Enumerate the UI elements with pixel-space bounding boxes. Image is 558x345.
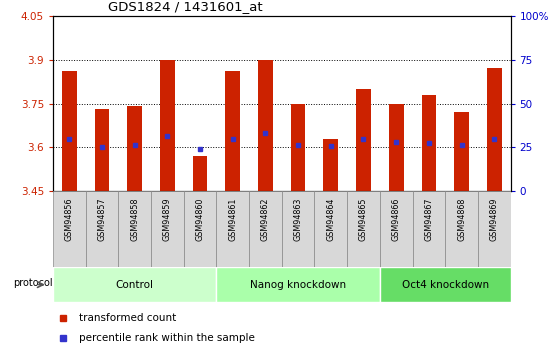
- Bar: [324, 139, 338, 191]
- Text: protocol: protocol: [13, 278, 53, 288]
- Bar: [478, 191, 511, 267]
- Bar: [184, 191, 217, 267]
- Bar: [380, 267, 511, 302]
- Bar: [291, 104, 305, 191]
- Text: GDS1824 / 1431601_at: GDS1824 / 1431601_at: [108, 0, 263, 13]
- Text: GSM94862: GSM94862: [261, 198, 270, 241]
- Bar: [151, 191, 184, 267]
- Bar: [225, 71, 240, 191]
- Bar: [315, 191, 347, 267]
- Bar: [258, 60, 273, 191]
- Bar: [95, 109, 109, 191]
- Bar: [118, 191, 151, 267]
- Text: transformed count: transformed count: [79, 313, 176, 323]
- Bar: [421, 95, 436, 191]
- Bar: [193, 156, 208, 191]
- Text: GSM94861: GSM94861: [228, 198, 237, 241]
- Text: Oct4 knockdown: Oct4 knockdown: [402, 280, 489, 289]
- Bar: [282, 191, 315, 267]
- Bar: [86, 191, 118, 267]
- Bar: [445, 191, 478, 267]
- Bar: [412, 191, 445, 267]
- Text: GSM94869: GSM94869: [490, 198, 499, 241]
- Text: Control: Control: [116, 280, 153, 289]
- Text: GSM94864: GSM94864: [326, 198, 335, 241]
- Bar: [160, 60, 175, 191]
- Text: GSM94857: GSM94857: [98, 198, 107, 241]
- Text: GSM94868: GSM94868: [457, 198, 466, 241]
- Bar: [389, 104, 403, 191]
- Text: GSM94860: GSM94860: [196, 198, 205, 241]
- Bar: [127, 107, 142, 191]
- Text: GSM94866: GSM94866: [392, 198, 401, 241]
- Text: percentile rank within the sample: percentile rank within the sample: [79, 333, 255, 343]
- Bar: [53, 267, 217, 302]
- Bar: [217, 267, 380, 302]
- Bar: [62, 71, 76, 191]
- Text: GSM94859: GSM94859: [163, 198, 172, 241]
- Text: GSM94865: GSM94865: [359, 198, 368, 241]
- Bar: [53, 191, 86, 267]
- Text: GSM94863: GSM94863: [294, 198, 302, 241]
- Text: GSM94856: GSM94856: [65, 198, 74, 241]
- Bar: [217, 191, 249, 267]
- Bar: [380, 191, 412, 267]
- Bar: [454, 112, 469, 191]
- Text: GSM94858: GSM94858: [130, 198, 139, 241]
- Bar: [249, 191, 282, 267]
- Bar: [347, 191, 380, 267]
- Bar: [487, 68, 502, 191]
- Text: GSM94867: GSM94867: [425, 198, 434, 241]
- Text: Nanog knockdown: Nanog knockdown: [250, 280, 346, 289]
- Bar: [356, 89, 371, 191]
